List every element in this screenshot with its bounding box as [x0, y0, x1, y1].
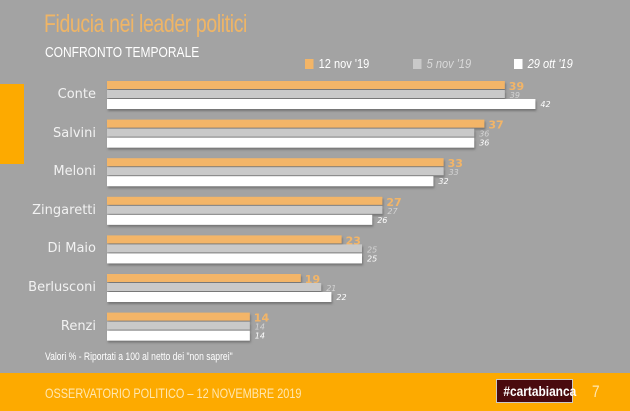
category-label: Renzi: [60, 318, 96, 334]
data-label: 39: [510, 91, 520, 100]
chart-title: Fiducia nei leader politici: [44, 10, 248, 38]
category-label: Zingaretti: [32, 202, 96, 218]
bar: [107, 205, 383, 214]
bar: [107, 292, 332, 302]
data-label: 25: [367, 245, 377, 254]
legend-label: 5 nov '19: [426, 56, 472, 71]
legend-item-29-ott: 29 ott '19: [514, 56, 573, 71]
bar: [107, 81, 505, 89]
data-label: 23: [346, 234, 361, 247]
bar: [107, 176, 434, 187]
category-label: Salvini: [53, 125, 96, 141]
data-label: 32: [438, 177, 448, 186]
data-label: 27: [387, 207, 398, 216]
legend-item-5-nov: 5 nov '19: [413, 56, 471, 71]
bar: [107, 167, 444, 176]
legend-swatch-icon: [305, 58, 314, 69]
bar: [107, 90, 505, 98]
data-label: 39: [509, 80, 524, 93]
bar: [107, 330, 250, 341]
legend-label: 12 nov '19: [318, 56, 370, 71]
bar: [107, 119, 485, 128]
page-number: 7: [592, 382, 600, 401]
legend-swatch-icon: [413, 58, 422, 69]
data-label: 37: [488, 119, 503, 132]
bar: [107, 283, 322, 291]
category-label: Di Maio: [47, 241, 96, 257]
bar: [107, 253, 362, 264]
data-label: 26: [377, 216, 387, 225]
footer-bar: OSSERVATORIO POLITICO – 12 NOVEMBRE 2019…: [0, 373, 630, 411]
data-label: 36: [479, 130, 489, 139]
bar: [107, 244, 362, 253]
bar: [107, 137, 475, 148]
data-label: 14: [255, 323, 265, 332]
chart-subtitle: CONFRONTO TEMPORALE: [45, 44, 200, 61]
data-label: 42: [540, 100, 550, 109]
chart-note: Valori % - Riportati a 100 al netto dei …: [45, 351, 233, 363]
data-label: 14: [255, 332, 265, 341]
data-label: 19: [305, 273, 320, 286]
legend-item-12-nov: 12 nov '19: [305, 56, 369, 71]
legend-swatch-icon: [514, 58, 523, 69]
bar: [107, 235, 342, 244]
data-label: 36: [479, 139, 489, 148]
data-label: 14: [254, 312, 270, 325]
bar: [107, 158, 444, 167]
data-label: 25: [367, 254, 377, 263]
bar: [107, 312, 250, 321]
data-label: 21: [326, 284, 336, 293]
bar: [107, 99, 536, 109]
brand-text: #cartabianca: [503, 383, 577, 399]
data-label: 22: [336, 293, 346, 302]
bar-chart: 3939423736363333322727262325251921221414…: [107, 80, 551, 341]
bar: [107, 128, 475, 137]
data-label: 33: [449, 168, 459, 177]
bar: [107, 196, 383, 205]
brand-logo: #cartabianca: [496, 379, 577, 403]
category-label: Meloni: [53, 164, 96, 180]
bar: [107, 274, 301, 282]
bar: [107, 214, 373, 225]
category-label: Conte: [57, 87, 96, 102]
bar: [107, 321, 250, 330]
data-label: 27: [386, 196, 401, 209]
accent-block: [0, 84, 24, 164]
data-label: 33: [448, 157, 463, 170]
footer-text: OSSERVATORIO POLITICO – 12 NOVEMBRE 2019: [45, 385, 302, 401]
category-label: Berlusconi: [28, 280, 96, 295]
legend-label: 29 ott '19: [527, 56, 573, 71]
